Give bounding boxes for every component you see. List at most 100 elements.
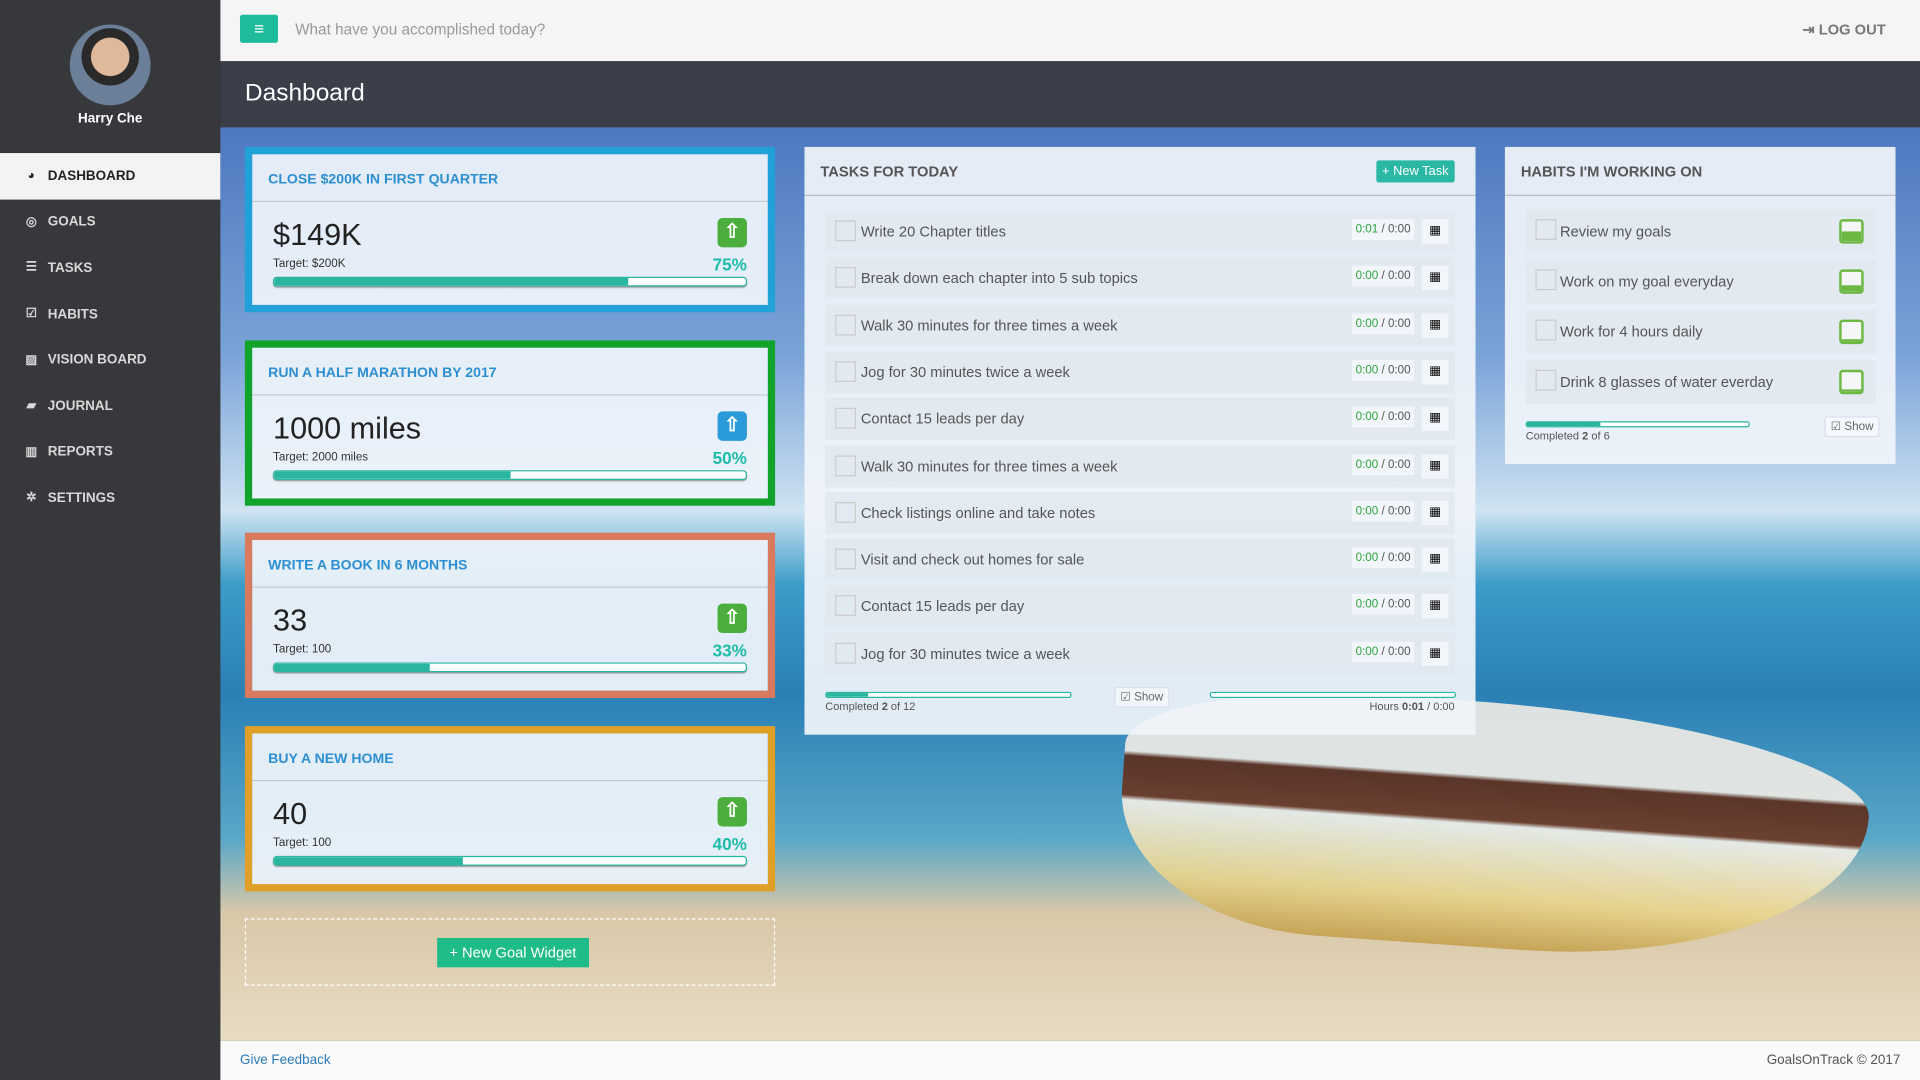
goal-progress-bar xyxy=(273,855,747,866)
new-task-button[interactable]: + New Task xyxy=(1375,160,1455,183)
task-label[interactable]: Contact 15 leads per day xyxy=(860,598,1025,616)
goal-title: WRITE A BOOK IN 6 MONTHS xyxy=(252,540,768,588)
task-checkbox[interactable] xyxy=(835,642,856,664)
calendar-icon[interactable]: ▦ xyxy=(1421,453,1449,479)
task-time[interactable]: 0:00 / 0:00 xyxy=(1351,641,1415,663)
arrow-up-icon[interactable]: ⇧ xyxy=(717,217,747,248)
habit-label[interactable]: Review my goals xyxy=(1560,222,1672,241)
task-checkbox[interactable] xyxy=(835,407,856,429)
habit-checkbox[interactable] xyxy=(1535,269,1557,291)
sidebar-item-settings[interactable]: ✲ SETTINGS xyxy=(0,475,220,521)
task-time[interactable]: 0:00 / 0:00 xyxy=(1351,500,1415,522)
sidebar-item-tasks[interactable]: ☰ TASKS xyxy=(0,245,220,291)
task-row: Contact 15 leads per day 0:00 / 0:00 ▦ xyxy=(825,398,1455,440)
goal-progress-bar xyxy=(273,276,747,287)
task-time[interactable]: 0:00 / 0:00 xyxy=(1351,406,1415,428)
topbar: ≡ What have you accomplished today? ⇥ LO… xyxy=(220,0,1920,62)
task-time[interactable]: 0:00 / 0:00 xyxy=(1351,453,1415,475)
task-label[interactable]: Walk 30 minutes for three times a week xyxy=(860,316,1118,334)
calendar-icon[interactable]: ▦ xyxy=(1421,359,1449,385)
goal-value: $149K xyxy=(273,217,362,253)
hours-progress xyxy=(1209,691,1456,698)
sidebar-item-label: HABITS xyxy=(47,306,98,322)
task-label[interactable]: Write 20 Chapter titles xyxy=(860,222,1006,241)
calendar-icon[interactable]: ▦ xyxy=(1421,594,1449,619)
calendar-icon[interactable]: ▦ xyxy=(1421,641,1449,666)
task-checkbox[interactable] xyxy=(835,595,856,617)
calendar-icon[interactable]: ▦ xyxy=(1421,500,1449,526)
tasks-show-toggle[interactable]: ☑ Show xyxy=(1114,686,1170,708)
accomplishment-input[interactable]: What have you accomplished today? xyxy=(295,20,546,38)
sidebar-item-goals[interactable]: ◎ GOALS xyxy=(0,199,220,245)
habit-checkbox[interactable] xyxy=(1535,219,1557,241)
task-time[interactable]: 0:01 / 0:00 xyxy=(1351,219,1415,241)
habit-label[interactable]: Work on my goal everyday xyxy=(1560,273,1734,291)
tasks-panel-header: TASKS FOR TODAY + New Task xyxy=(804,147,1476,196)
task-time[interactable]: 0:00 / 0:00 xyxy=(1351,594,1415,616)
logout-icon: ⇥ xyxy=(1802,20,1819,38)
habit-streak-fill xyxy=(1841,285,1862,292)
calendar-icon[interactable]: ▦ xyxy=(1421,406,1449,432)
goal-progress-fill xyxy=(274,277,628,286)
habit-row: Work for 4 hours daily xyxy=(1525,309,1876,354)
goal-target: Target: 100 xyxy=(273,835,332,850)
goal-widget[interactable]: CLOSE $200K IN FIRST QUARTER $149K Targe… xyxy=(244,146,776,313)
habit-streak-indicator[interactable] xyxy=(1839,369,1864,395)
goal-widget[interactable]: BUY A NEW HOME 40 Target: 100 ⇧ 40% xyxy=(244,725,776,891)
sidebar-item-habits[interactable]: ☑ HABITS xyxy=(0,291,220,337)
task-checkbox[interactable] xyxy=(835,501,856,523)
arrow-up-icon[interactable]: ⇧ xyxy=(717,796,747,826)
task-label[interactable]: Walk 30 minutes for three times a week xyxy=(860,457,1118,475)
task-label[interactable]: Break down each chapter into 5 sub topic… xyxy=(860,269,1138,287)
calendar-icon[interactable]: ▦ xyxy=(1421,547,1449,572)
new-goal-widget-button[interactable]: + New Goal Widget xyxy=(437,937,589,968)
give-feedback-link[interactable]: Give Feedback xyxy=(240,1053,331,1068)
sidebar-item-dashboard[interactable]: ◕ DASHBOARD xyxy=(0,153,221,200)
habit-streak-indicator[interactable] xyxy=(1839,219,1864,244)
task-checkbox[interactable] xyxy=(835,454,856,476)
task-label[interactable]: Check listings online and take notes xyxy=(860,504,1096,522)
task-row: Jog for 30 minutes twice a week 0:00 / 0… xyxy=(825,632,1455,675)
goal-progress-fill xyxy=(274,663,430,672)
calendar-icon[interactable]: ▦ xyxy=(1421,266,1449,291)
calendar-icon[interactable]: ▦ xyxy=(1421,219,1449,244)
habit-label[interactable]: Work for 4 hours daily xyxy=(1560,323,1703,341)
sidebar-item-vision-board[interactable]: ▨ VISION BOARD xyxy=(0,337,220,383)
task-label[interactable]: Contact 15 leads per day xyxy=(860,410,1025,428)
avatar[interactable] xyxy=(69,24,151,106)
goal-target: Target: 2000 miles xyxy=(273,450,369,464)
sidebar-item-reports[interactable]: ▥ REPORTS xyxy=(0,429,220,475)
habits-show-toggle[interactable]: ☑ Show xyxy=(1824,416,1880,438)
habit-row: Review my goals xyxy=(1525,209,1876,254)
goal-widget[interactable]: RUN A HALF MARATHON BY 2017 1000 miles T… xyxy=(244,339,776,506)
calendar-icon[interactable]: ▦ xyxy=(1421,312,1449,338)
goal-widget[interactable]: WRITE A BOOK IN 6 MONTHS 33 Target: 100 … xyxy=(244,532,776,698)
task-time[interactable]: 0:00 / 0:00 xyxy=(1351,312,1415,334)
task-checkbox[interactable] xyxy=(835,361,856,382)
task-time[interactable]: 0:00 / 0:00 xyxy=(1351,547,1415,569)
habit-label[interactable]: Drink 8 glasses of water everday xyxy=(1560,373,1774,391)
goal-target: Target: $200K xyxy=(273,257,346,271)
task-time[interactable]: 0:00 / 0:00 xyxy=(1351,266,1415,287)
task-label[interactable]: Jog for 30 minutes twice a week xyxy=(860,363,1070,381)
task-checkbox[interactable] xyxy=(835,267,856,289)
task-label[interactable]: Jog for 30 minutes twice a week xyxy=(860,644,1070,663)
new-goal-widget-area: + New Goal Widget xyxy=(244,918,776,986)
menu-button[interactable]: ≡ xyxy=(240,14,278,43)
habit-streak-fill xyxy=(1841,339,1862,342)
task-row: Walk 30 minutes for three times a week 0… xyxy=(825,304,1455,347)
habit-streak-indicator[interactable] xyxy=(1839,269,1864,294)
task-label[interactable]: Visit and check out homes for sale xyxy=(860,551,1085,569)
task-time[interactable]: 0:00 / 0:00 xyxy=(1351,359,1415,381)
arrow-up-icon[interactable]: ⇧ xyxy=(717,603,747,634)
habit-checkbox[interactable] xyxy=(1535,369,1557,391)
logout-button[interactable]: ⇥ LOG OUT xyxy=(1802,21,1885,38)
sidebar-item-journal[interactable]: ▰ JOURNAL xyxy=(0,383,220,429)
habit-checkbox[interactable] xyxy=(1535,319,1557,341)
habit-streak-indicator[interactable] xyxy=(1839,319,1864,345)
task-checkbox[interactable] xyxy=(835,220,856,242)
habits-completed-progress xyxy=(1525,421,1750,428)
task-checkbox[interactable] xyxy=(835,314,856,336)
task-checkbox[interactable] xyxy=(835,548,856,570)
arrow-up-icon[interactable]: ⇧ xyxy=(717,410,747,441)
